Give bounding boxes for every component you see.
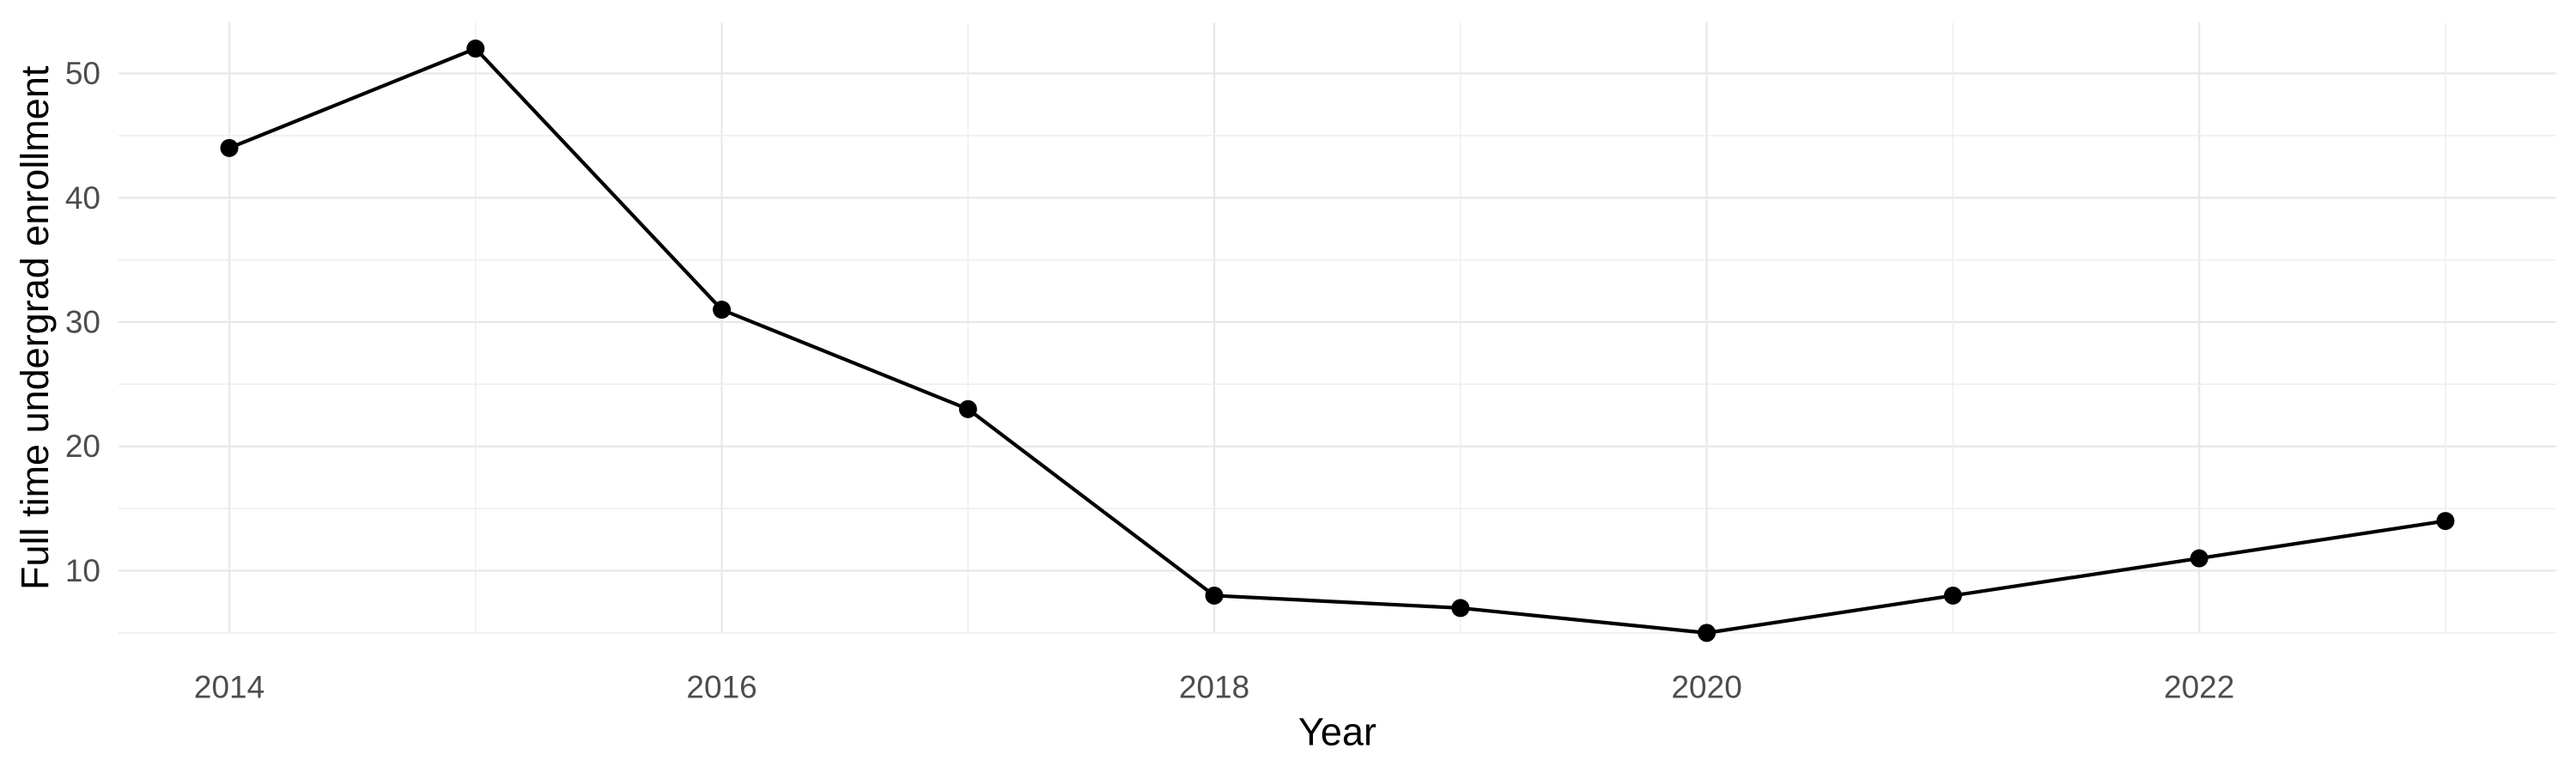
svg-text:40: 40 bbox=[65, 180, 100, 216]
svg-text:2020: 2020 bbox=[1671, 670, 1741, 705]
svg-text:2022: 2022 bbox=[2164, 670, 2234, 705]
svg-text:20: 20 bbox=[65, 429, 100, 464]
svg-text:Full time undergrad enrollment: Full time undergrad enrollment bbox=[13, 65, 57, 590]
svg-text:2014: 2014 bbox=[194, 670, 264, 705]
svg-text:2016: 2016 bbox=[686, 670, 756, 705]
svg-text:2018: 2018 bbox=[1179, 670, 1249, 705]
svg-text:Year: Year bbox=[1298, 709, 1376, 753]
svg-text:10: 10 bbox=[65, 553, 100, 588]
svg-text:50: 50 bbox=[65, 56, 100, 91]
svg-text:30: 30 bbox=[65, 305, 100, 340]
